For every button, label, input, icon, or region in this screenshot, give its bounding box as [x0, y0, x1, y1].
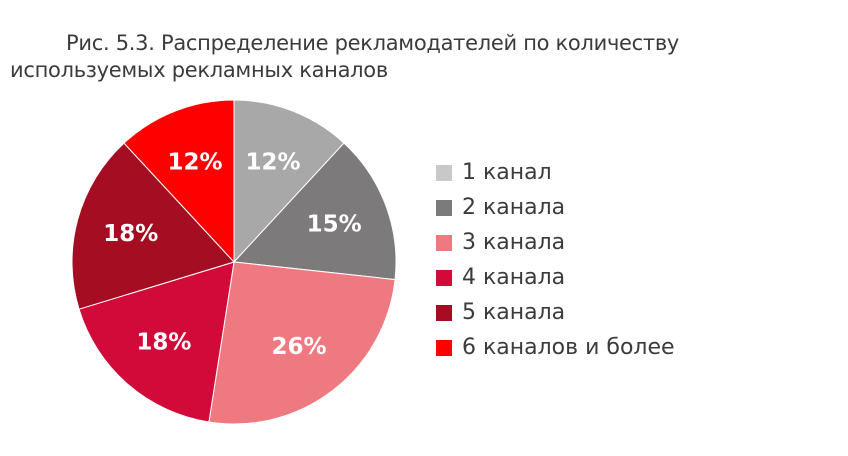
legend-label: 6 каналов и более — [462, 335, 675, 360]
legend-label: 4 канала — [462, 265, 566, 290]
slice-data-label: 18% — [103, 221, 158, 247]
legend-item: 6 каналов и более — [436, 330, 675, 365]
pie-slice — [71, 142, 235, 310]
slice-data-label: 12% — [167, 149, 222, 175]
legend-item: 4 канала — [436, 260, 675, 295]
legend-swatch — [436, 199, 452, 216]
legend-label: 2 канала — [462, 195, 566, 220]
legend-item: 2 канала — [436, 190, 675, 225]
legend-item: 1 канал — [436, 155, 675, 190]
legend-swatch — [436, 269, 452, 286]
pie-slice — [123, 99, 235, 264]
pie-slices — [71, 99, 397, 425]
pie-labels: 12% 15% 26% 18% 18% 12% — [103, 149, 361, 359]
pie-slice — [233, 99, 345, 264]
legend-label: 1 канал — [462, 160, 552, 185]
chart-title: Рис. 5.3. Распределение рекламодателей п… — [10, 31, 680, 82]
pie-slice — [78, 261, 235, 423]
legend-swatch — [436, 164, 452, 181]
legend-item: 3 канала — [436, 225, 675, 260]
slice-data-label: 12% — [245, 149, 300, 175]
legend-swatch — [436, 304, 452, 321]
slice-data-label: 18% — [136, 330, 191, 356]
slice-data-label: 15% — [307, 212, 362, 238]
legend-swatch — [436, 234, 452, 251]
pie-slice — [208, 261, 396, 425]
legend-swatch — [436, 339, 452, 356]
slice-data-label: 26% — [271, 334, 326, 360]
pie-slice — [232, 142, 397, 281]
legend-label: 3 канала — [462, 230, 566, 255]
legend-item: 5 канала — [436, 295, 675, 330]
chart-legend: 1 канал 2 канала 3 канала 4 канала 5 канала 6… — [436, 155, 675, 365]
legend-label: 5 канала — [462, 300, 566, 325]
